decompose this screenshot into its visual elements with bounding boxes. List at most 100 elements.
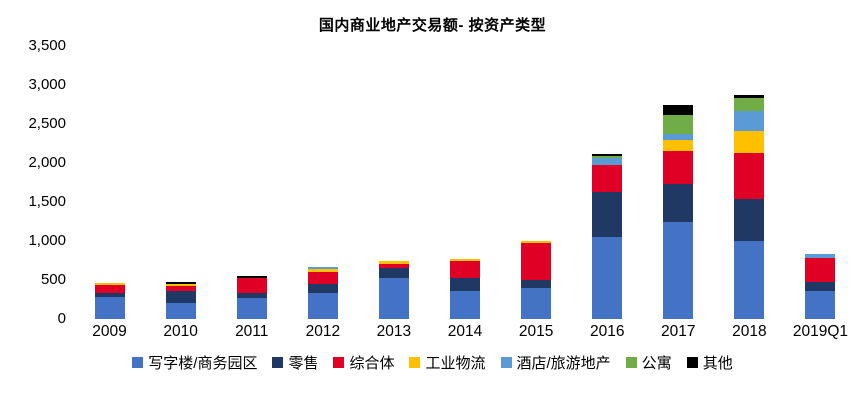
bar-segment xyxy=(805,254,836,259)
bar-segment xyxy=(378,261,409,264)
legend-item: 酒店/旅游地产 xyxy=(500,352,611,373)
bar-segment xyxy=(236,275,267,278)
bar-segment xyxy=(165,285,196,292)
x-tick-label: 2013 xyxy=(376,323,412,340)
bar-segment xyxy=(307,269,338,272)
category-column xyxy=(572,46,643,319)
bar-segment xyxy=(307,271,338,285)
bar-segment xyxy=(307,284,338,294)
x-tick-label: 2011 xyxy=(235,323,269,340)
category-column xyxy=(785,46,856,319)
x-axis: 2009 2010 2011 2012 2013 2014 2015 2016 2017 2018… xyxy=(74,323,856,341)
legend-swatch-icon xyxy=(333,357,345,368)
legend-swatch-icon xyxy=(625,357,637,368)
y-tick-label: 3,500 xyxy=(28,37,66,54)
legend-label: 零售 xyxy=(288,355,319,372)
category-column xyxy=(501,46,572,319)
bar-segment xyxy=(663,151,694,184)
stacked-bar-2019Q1 xyxy=(805,254,836,319)
legend-item: 公寓 xyxy=(625,352,672,373)
bar-segment xyxy=(94,282,125,285)
bar-segment xyxy=(521,241,552,243)
stacked-bar-2016 xyxy=(592,154,623,319)
legend-label: 公寓 xyxy=(641,355,672,372)
bar-segment xyxy=(450,258,481,261)
bar-segment xyxy=(805,258,836,283)
y-tick-label: 1,500 xyxy=(28,193,66,210)
legend-label: 酒店/旅游地产 xyxy=(516,355,611,372)
legend-swatch-icon xyxy=(272,357,284,368)
bar-segment xyxy=(165,283,196,286)
legend-item: 工业物流 xyxy=(409,352,486,373)
chart-title: 国内商业地产交易额- 按资产类型 xyxy=(318,17,547,34)
bar-segment xyxy=(663,140,694,152)
legend-item: 其他 xyxy=(686,352,733,373)
bar-segment xyxy=(450,278,481,291)
bar-segment xyxy=(521,287,552,319)
bar-segment xyxy=(521,280,552,288)
bar-segment xyxy=(663,221,694,319)
plot-area xyxy=(74,46,856,319)
bar-segment xyxy=(734,97,765,111)
bar-segment xyxy=(378,278,409,319)
bar-segment xyxy=(165,282,196,284)
bar-segment xyxy=(734,95,765,98)
bar-segment xyxy=(94,292,125,297)
category-column xyxy=(216,46,287,319)
category-column xyxy=(429,46,500,319)
legend-swatch-icon xyxy=(132,357,144,368)
x-tick-label: 2009 xyxy=(92,323,127,340)
stacked-bar-2011 xyxy=(236,275,267,319)
bar-segment xyxy=(450,260,481,279)
y-tick-label: 500 xyxy=(40,271,66,288)
stacked-bar-2018 xyxy=(734,95,765,319)
bar-segment xyxy=(450,290,481,319)
stacked-bar-2013 xyxy=(378,261,409,319)
bar-segment xyxy=(592,237,623,319)
bar-segment xyxy=(734,110,765,132)
stacked-bar-2012 xyxy=(307,267,338,319)
legend-label: 综合体 xyxy=(349,355,395,372)
bar-segment xyxy=(592,154,623,157)
y-axis: 0 500 1,000 1,500 2,000 2,500 3,000 3,500 xyxy=(0,37,66,327)
stacked-bar-2010 xyxy=(165,282,196,319)
stacked-bar-2017 xyxy=(663,105,694,319)
y-tick-label: 1,000 xyxy=(28,232,66,249)
bar-segment xyxy=(236,293,267,298)
bar-segment xyxy=(663,183,694,222)
bar-segment xyxy=(734,152,765,199)
legend: 写字楼/商务园区 零售 综合体 工业物流 酒店/旅游地产 公寓 其他 xyxy=(0,352,865,373)
legend-item: 零售 xyxy=(272,352,318,373)
legend-label: 写字楼/商务园区 xyxy=(148,355,258,372)
legend-swatch-icon xyxy=(500,357,512,368)
bar-segment xyxy=(378,263,409,269)
bar-segment xyxy=(734,131,765,153)
y-tick-label: 2,500 xyxy=(28,115,66,132)
bar-segment xyxy=(165,303,196,319)
bar-segment xyxy=(307,267,338,270)
x-tick-label: 2017 xyxy=(661,323,696,340)
bar-segment xyxy=(592,156,623,158)
category-column xyxy=(643,46,714,319)
bar-segment xyxy=(236,297,267,319)
x-tick-label: 2015 xyxy=(518,323,554,340)
bar-segment xyxy=(307,293,338,319)
y-tick-label: 0 xyxy=(57,310,66,327)
category-column xyxy=(74,46,145,319)
stacked-bar-2014 xyxy=(450,258,481,319)
bar-segment xyxy=(734,241,765,319)
legend-item: 综合体 xyxy=(333,352,394,373)
bar-segment xyxy=(521,242,552,281)
bar-segment xyxy=(378,268,409,279)
bar-segment xyxy=(663,133,694,141)
bar-segment xyxy=(592,157,623,165)
bar-segment xyxy=(734,198,765,241)
x-tick-label: 2016 xyxy=(589,323,625,340)
category-column xyxy=(714,46,785,319)
bar-segment xyxy=(165,291,196,304)
x-tick-label: 2010 xyxy=(163,323,198,340)
bar-segment xyxy=(663,105,694,116)
stacked-bar-2015 xyxy=(521,241,552,319)
category-column xyxy=(358,46,429,319)
